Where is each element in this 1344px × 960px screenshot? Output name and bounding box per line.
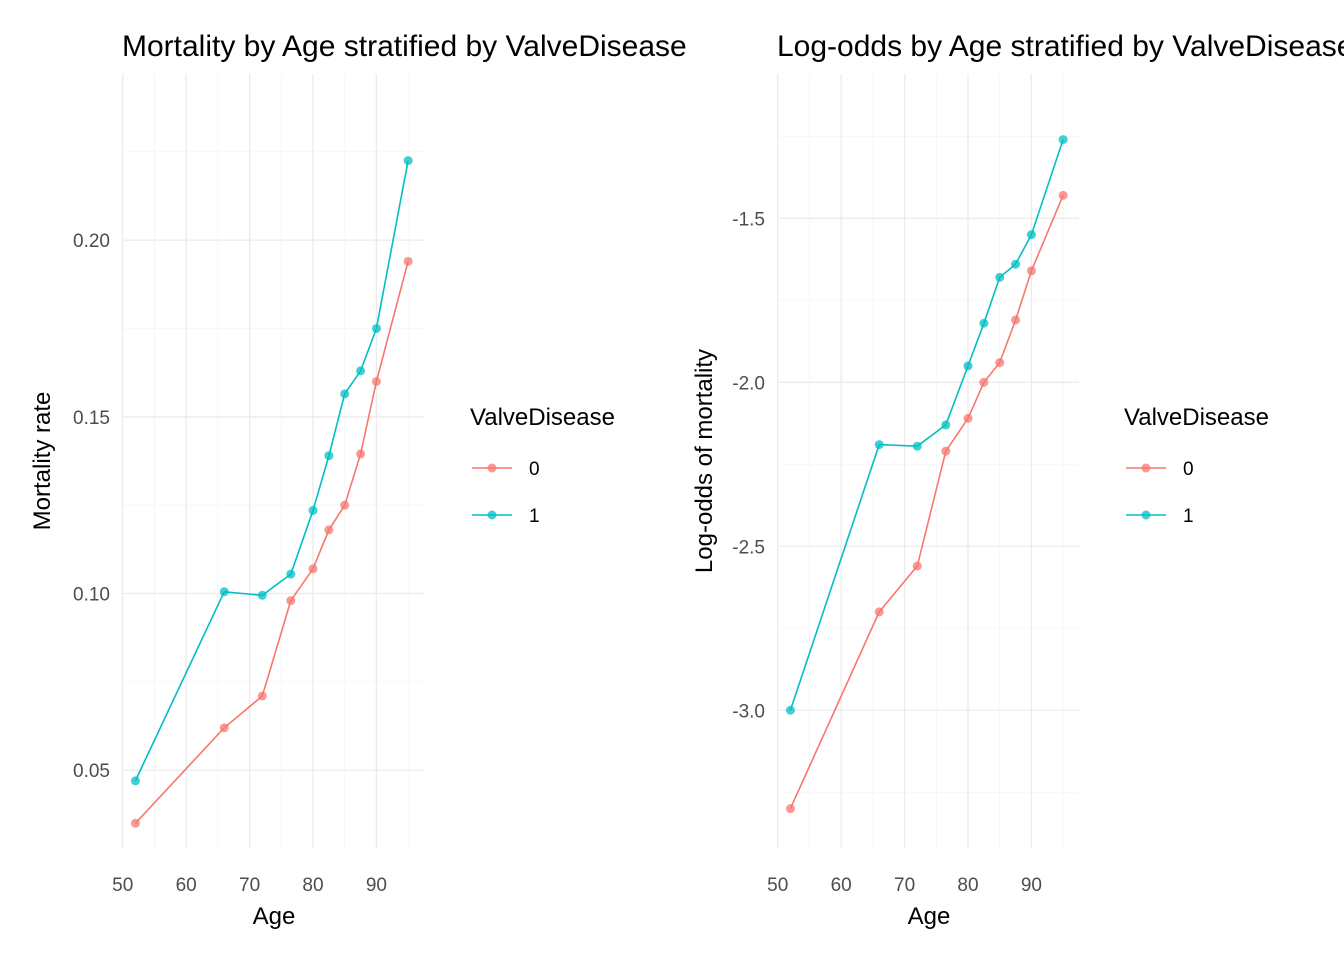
y-tick-label: -1.5 <box>732 209 765 230</box>
y-tick-label: -3.0 <box>732 701 765 722</box>
x-tick-label: 80 <box>302 875 323 896</box>
x-axis-title: Age <box>253 903 296 930</box>
series-line-1 <box>789 139 1064 711</box>
x-tick-label: 70 <box>894 875 915 896</box>
data-point-0 <box>1058 190 1068 200</box>
legend-key-point-0 <box>487 463 497 473</box>
log-odds-chart-panel: 50 60 70 80 90 -3.0 -2.5 -2.0 -1.5 Age Log-odds of… <box>691 30 1344 930</box>
legend-label-1: 1 <box>529 506 540 527</box>
x-tick-label: 90 <box>1021 875 1042 896</box>
data-point-1 <box>1026 230 1036 240</box>
y-tick-label: 0.15 <box>73 408 110 429</box>
data-point-0 <box>874 607 884 617</box>
data-point-1 <box>1058 135 1068 145</box>
legend-label-0: 0 <box>529 459 540 480</box>
data-point-0 <box>286 596 296 606</box>
data-point-1 <box>403 156 413 166</box>
chart-title: Log-odds by Age stratified by ValveDisea… <box>777 30 1344 63</box>
series-line-0 <box>134 261 409 824</box>
data-point-1 <box>371 323 381 333</box>
data-point-1 <box>324 451 334 461</box>
data-point-0 <box>130 818 140 828</box>
data-point-0 <box>1011 315 1021 325</box>
y-tick-label: 0.20 <box>73 231 110 252</box>
x-tick-label: 70 <box>239 875 260 896</box>
data-point-0 <box>340 500 350 510</box>
data-point-1 <box>340 389 350 399</box>
data-point-1 <box>874 440 884 450</box>
y-axis-title: Mortality rate <box>29 392 56 531</box>
legend-label-1: 1 <box>1183 506 1194 527</box>
y-axis-title: Log-odds of mortality <box>691 349 718 573</box>
y-tick-label: -2.0 <box>732 373 765 394</box>
series-line-0 <box>789 194 1064 809</box>
y-tick-label: 0.05 <box>73 761 110 782</box>
x-axis-title: Age <box>908 903 951 930</box>
data-point-1 <box>257 590 267 600</box>
data-point-1 <box>979 318 989 328</box>
x-tick-label: 50 <box>112 875 133 896</box>
y-tick-label: 0.10 <box>73 585 110 606</box>
data-point-0 <box>785 804 795 814</box>
data-point-1 <box>130 776 140 786</box>
data-point-0 <box>356 449 366 459</box>
legend-title: ValveDisease <box>470 404 615 431</box>
x-tick-label: 80 <box>957 875 978 896</box>
data-point-1 <box>1011 259 1021 269</box>
data-point-0 <box>308 564 318 574</box>
data-point-0 <box>979 377 989 387</box>
data-point-0 <box>912 561 922 571</box>
legend-title: ValveDisease <box>1124 404 1269 431</box>
legend-key-point-1 <box>1141 510 1151 520</box>
data-point-0 <box>941 446 951 456</box>
data-point-0 <box>219 723 229 733</box>
data-point-1 <box>286 569 296 579</box>
data-point-1 <box>912 441 922 451</box>
x-tick-label: 50 <box>767 875 788 896</box>
data-point-0 <box>257 691 267 701</box>
data-point-1 <box>995 272 1005 282</box>
legend-label-0: 0 <box>1183 459 1194 480</box>
legend-key-point-0 <box>1141 463 1151 473</box>
mortality-chart-panel: 50 60 70 80 90 0.05 0.10 0.15 0.20 Age Mortality r… <box>29 30 687 930</box>
data-point-1 <box>963 361 973 371</box>
data-point-0 <box>1026 266 1036 276</box>
y-tick-label: -2.5 <box>732 537 765 558</box>
data-point-1 <box>785 705 795 715</box>
x-tick-label: 90 <box>366 875 387 896</box>
data-point-0 <box>371 376 381 386</box>
data-point-1 <box>219 587 229 597</box>
series-line-1 <box>134 160 409 782</box>
data-point-1 <box>308 505 318 515</box>
data-point-1 <box>356 366 366 376</box>
chart-title: Mortality by Age stratified by ValveDise… <box>122 30 687 63</box>
data-point-0 <box>995 358 1005 368</box>
data-point-0 <box>963 413 973 423</box>
x-tick-label: 60 <box>176 875 197 896</box>
data-point-1 <box>941 420 951 430</box>
data-point-0 <box>403 256 413 266</box>
data-point-0 <box>324 525 334 535</box>
legend-key-point-1 <box>487 510 497 520</box>
x-tick-label: 60 <box>831 875 852 896</box>
